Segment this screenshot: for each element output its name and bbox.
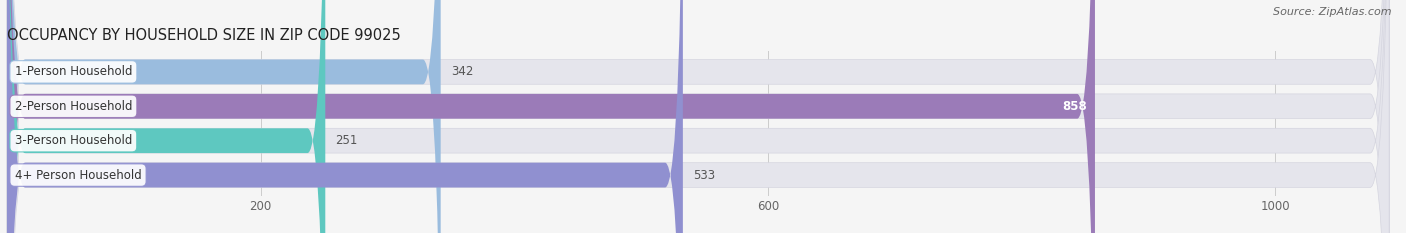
Text: OCCUPANCY BY HOUSEHOLD SIZE IN ZIP CODE 99025: OCCUPANCY BY HOUSEHOLD SIZE IN ZIP CODE … [7,28,401,43]
Text: Source: ZipAtlas.com: Source: ZipAtlas.com [1274,7,1392,17]
Text: 3-Person Household: 3-Person Household [14,134,132,147]
FancyBboxPatch shape [7,0,325,233]
FancyBboxPatch shape [7,0,1389,233]
Text: 533: 533 [693,169,716,182]
FancyBboxPatch shape [7,0,1389,233]
FancyBboxPatch shape [7,0,1095,233]
FancyBboxPatch shape [7,0,1389,233]
FancyBboxPatch shape [7,0,683,233]
Text: 342: 342 [451,65,474,78]
Text: 1-Person Household: 1-Person Household [14,65,132,78]
Text: 2-Person Household: 2-Person Household [14,100,132,113]
FancyBboxPatch shape [7,0,1389,233]
Text: 4+ Person Household: 4+ Person Household [14,169,142,182]
FancyBboxPatch shape [7,0,440,233]
Text: 858: 858 [1063,100,1087,113]
Text: 251: 251 [336,134,357,147]
